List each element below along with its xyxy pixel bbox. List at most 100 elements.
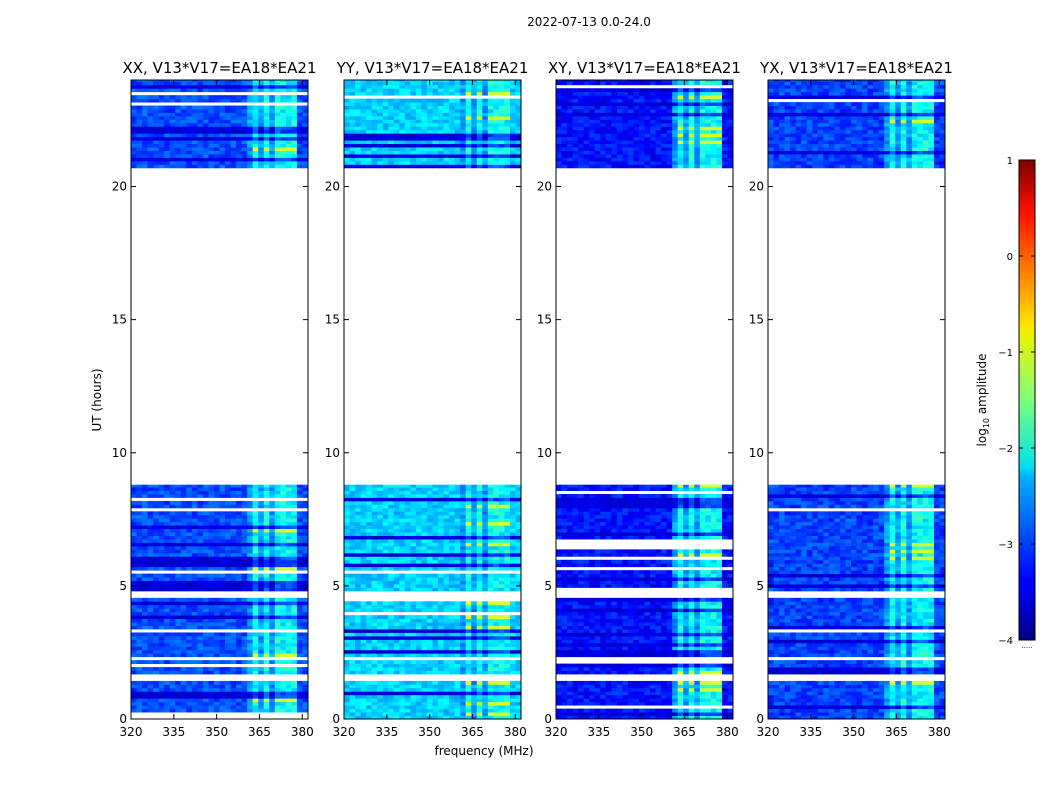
- heatmap-cell: [153, 649, 160, 654]
- heatmap-cell: [410, 154, 417, 158]
- heatmap-cell: [247, 639, 254, 644]
- heatmap-cell: [355, 143, 362, 148]
- heatmap-cell: [388, 663, 395, 668]
- heatmap-cell: [241, 80, 248, 82]
- heatmap-cell: [465, 494, 472, 498]
- heatmap-cell: [208, 549, 215, 554]
- heatmap-cell: [285, 112, 293, 117]
- heatmap-cell: [404, 715, 411, 719]
- heatmap-cell: [131, 566, 138, 571]
- heatmap-cell: [263, 119, 270, 124]
- heatmap-cell: [371, 604, 378, 609]
- heatmap-cell: [142, 136, 149, 141]
- heatmap-cell: [371, 539, 378, 543]
- heatmap-cell: [471, 601, 478, 606]
- heatmap-cell: [158, 622, 165, 626]
- heatmap-cell: [208, 611, 215, 616]
- heatmap-cell: [377, 667, 384, 671]
- heatmap-cell: [421, 552, 428, 557]
- heatmap-cell: [153, 490, 160, 495]
- heatmap-cell: [208, 587, 215, 592]
- heatmap-cell: [482, 625, 489, 630]
- heatmap-cell: [175, 511, 182, 516]
- heatmap-cell: [454, 126, 461, 131]
- heatmap-cell: [175, 597, 182, 602]
- heatmap-cell: [443, 126, 450, 131]
- heatmap-cell: [366, 521, 373, 526]
- heatmap-cell: [388, 629, 395, 633]
- heatmap-cell: [382, 653, 389, 658]
- heatmap-cell: [344, 487, 351, 491]
- heatmap-cell: [269, 160, 276, 165]
- heatmap-cell: [147, 552, 154, 557]
- heatmap-cell: [471, 160, 478, 165]
- heatmap-cell: [258, 701, 265, 706]
- heatmap-cell: [291, 126, 298, 131]
- heatmap-cell: [142, 126, 149, 131]
- heatmap-cell: [415, 715, 423, 719]
- heatmap-cell: [482, 663, 489, 668]
- heatmap-cell: [213, 563, 221, 568]
- heatmap-cell: [252, 511, 259, 516]
- heatmap-cell: [377, 608, 384, 613]
- heatmap-cell: [438, 136, 445, 141]
- heatmap-cell: [208, 150, 215, 155]
- heatmap-cell: [415, 625, 423, 630]
- heatmap-cell: [388, 618, 395, 623]
- heatmap-cell: [247, 112, 254, 117]
- heatmap-cell: [225, 698, 232, 703]
- heatmap-cell: [191, 635, 198, 640]
- heatmap-cell: [454, 580, 461, 585]
- heatmap-cell: [355, 514, 362, 519]
- heatmap-cell: [426, 150, 434, 155]
- heatmap-cell: [410, 129, 417, 134]
- heatmap-cell: [302, 622, 308, 626]
- heatmap-cell: [471, 511, 478, 516]
- heatmap-cell: [274, 147, 281, 151]
- heatmap-cell: [180, 625, 187, 630]
- heatmap-cell: [169, 105, 176, 110]
- heatmap-cell: [460, 615, 467, 620]
- heatmap-cell: [449, 635, 456, 640]
- heatmap-cell: [410, 147, 417, 151]
- heatmap-cell: [252, 684, 259, 689]
- heatmap-cell: [241, 525, 248, 530]
- heatmap-cell: [131, 535, 138, 540]
- heatmap-cell: [377, 133, 384, 138]
- heatmap-cell: [191, 88, 198, 93]
- heatmap-cell: [426, 494, 434, 498]
- heatmap-cell: [509, 563, 517, 568]
- heatmap-cell: [269, 604, 276, 609]
- heatmap-cell: [410, 545, 417, 550]
- heatmap-cell: [252, 133, 259, 138]
- heatmap-cell: [296, 542, 304, 547]
- heatmap-cell: [296, 545, 304, 550]
- heatmap-cell: [426, 487, 434, 491]
- heatmap-cell: [230, 535, 237, 540]
- heatmap-cell: [147, 136, 154, 141]
- heatmap-cell: [404, 670, 411, 675]
- heatmap-cell: [454, 639, 461, 644]
- heatmap-cell: [230, 660, 237, 665]
- heatmap-cell: [509, 157, 517, 162]
- heatmap-cell: [263, 705, 270, 710]
- heatmap-cell: [487, 504, 494, 509]
- heatmap-cell: [136, 154, 143, 158]
- heatmap-cell: [258, 577, 265, 581]
- heatmap-cell: [476, 164, 483, 169]
- heatmap-cell: [252, 611, 259, 616]
- heatmap-cell: [186, 157, 193, 162]
- heatmap-cell: [465, 514, 472, 519]
- heatmap-cell: [280, 521, 287, 526]
- heatmap-cell: [247, 618, 254, 623]
- heatmap-cell: [382, 160, 389, 165]
- heatmap-cell: [438, 660, 445, 665]
- heatmap-cell: [169, 667, 176, 671]
- heatmap-cell: [454, 708, 461, 713]
- heatmap-cell: [169, 587, 176, 592]
- heatmap-cell: [213, 528, 221, 533]
- heatmap-cell: [219, 694, 226, 699]
- heatmap-cell: [443, 670, 450, 675]
- heatmap-cell: [515, 497, 521, 502]
- heatmap-cell: [208, 528, 215, 533]
